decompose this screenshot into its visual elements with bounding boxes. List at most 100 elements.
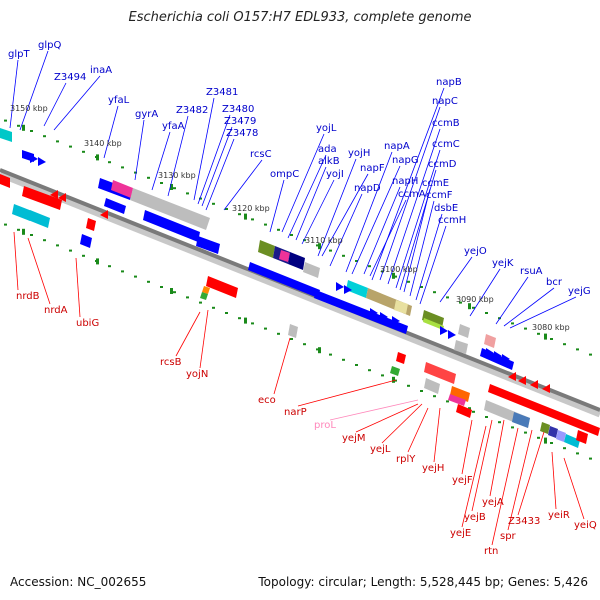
fwd-arrow[interactable] — [30, 154, 38, 163]
rev-feature[interactable] — [564, 434, 580, 448]
gene-label: inaA — [90, 65, 112, 76]
rev-feature[interactable] — [390, 366, 400, 376]
fwd-feature[interactable] — [288, 324, 298, 338]
fwd-feature[interactable] — [279, 250, 290, 262]
fwd-arrow[interactable] — [38, 157, 46, 166]
label-leader — [13, 231, 19, 291]
rev-arrow[interactable] — [100, 210, 108, 219]
rev-feature[interactable] — [540, 422, 550, 434]
label-leader — [321, 173, 369, 257]
scale-dot — [446, 400, 449, 403]
fwd-feature[interactable] — [314, 290, 408, 334]
fwd-feature[interactable] — [80, 234, 92, 248]
rev-feature[interactable] — [488, 384, 600, 436]
rev-arrow[interactable] — [530, 380, 538, 389]
fwd-arrow[interactable] — [392, 316, 400, 325]
fwd-feature[interactable] — [484, 334, 496, 348]
fwd-arrow[interactable] — [448, 330, 456, 339]
rev-arrow[interactable] — [508, 372, 516, 381]
rev-feature[interactable] — [0, 174, 10, 188]
gene-label: yejG — [568, 286, 591, 297]
scale-dot — [355, 260, 358, 262]
scale-tick — [22, 124, 25, 131]
fwd-feature[interactable] — [258, 240, 275, 258]
rev-feature[interactable] — [22, 186, 62, 210]
fwd-feature[interactable] — [143, 210, 200, 242]
label-leader — [317, 158, 357, 257]
fwd-arrow[interactable] — [336, 282, 344, 291]
scale-dot — [121, 270, 124, 273]
rev-feature[interactable] — [396, 352, 406, 364]
rev-feature[interactable] — [456, 404, 472, 418]
label-leader — [439, 256, 473, 303]
scale-tick — [468, 303, 471, 310]
fwd-arrow[interactable] — [380, 312, 388, 321]
rev-feature[interactable] — [512, 412, 530, 428]
fwd-feature[interactable] — [0, 128, 12, 142]
rev-feature[interactable] — [86, 218, 96, 231]
scale-dot — [4, 119, 7, 122]
fwd-feature[interactable] — [458, 324, 470, 338]
fwd-feature[interactable] — [346, 280, 368, 298]
scale-dot — [251, 322, 254, 325]
fwd-feature[interactable] — [422, 310, 444, 328]
fwd-arrow[interactable] — [344, 285, 352, 294]
rev-feature[interactable] — [576, 430, 588, 444]
fwd-feature[interactable] — [248, 262, 320, 298]
scale-dot — [225, 312, 228, 314]
fwd-arrow[interactable] — [486, 348, 494, 357]
rev-feature[interactable] — [450, 386, 470, 402]
rev-arrow[interactable] — [58, 193, 66, 202]
scale-dot — [290, 338, 293, 340]
scale-dot — [290, 234, 293, 236]
scale-dot — [537, 436, 540, 439]
fwd-feature[interactable] — [104, 198, 126, 214]
rev-feature[interactable] — [424, 362, 456, 384]
fwd-arrow[interactable] — [502, 354, 510, 363]
label-leader — [19, 50, 49, 131]
fwd-feature[interactable] — [288, 252, 305, 270]
label-leader — [193, 97, 215, 201]
rev-feature[interactable] — [556, 430, 566, 442]
fwd-arrow[interactable] — [440, 326, 448, 335]
scale-dot — [173, 187, 176, 190]
label-leader — [301, 179, 335, 245]
fwd-feature[interactable] — [130, 188, 210, 230]
fwd-feature[interactable] — [111, 180, 133, 198]
fwd-feature[interactable] — [423, 318, 444, 330]
rev-feature[interactable] — [12, 204, 32, 221]
rev-arrow[interactable] — [518, 376, 526, 385]
rev-feature[interactable] — [200, 292, 208, 300]
fwd-feature[interactable] — [394, 300, 408, 314]
fwd-arrow[interactable] — [494, 351, 502, 360]
label-leader — [167, 115, 189, 197]
scale-dot — [589, 353, 592, 356]
scale-dot — [355, 364, 358, 366]
fwd-feature[interactable] — [454, 340, 468, 354]
fwd-arrow[interactable] — [370, 308, 378, 317]
gene-label: glpT — [8, 49, 30, 60]
scale-dot — [459, 301, 462, 304]
scale-dot — [82, 254, 85, 257]
rev-arrow[interactable] — [542, 384, 550, 393]
scale-dot — [17, 124, 20, 127]
rev-feature[interactable] — [448, 394, 466, 406]
rev-feature[interactable] — [424, 378, 440, 394]
gene-label: narP — [284, 407, 307, 418]
tick-label: 3120 kbp — [232, 204, 270, 213]
gene-label: eco — [258, 395, 276, 406]
rev-feature[interactable] — [548, 426, 558, 438]
rev-feature[interactable] — [202, 286, 210, 294]
gene-label: yojI — [326, 169, 344, 180]
gene-label: rplY — [396, 454, 416, 465]
rev-feature[interactable] — [28, 210, 50, 228]
scale-dot — [563, 447, 566, 450]
topology-label: Topology: circular; Length: 5,528,445 bp… — [258, 575, 588, 589]
rev-feature[interactable] — [206, 276, 238, 298]
fwd-feature[interactable] — [196, 236, 220, 254]
label-leader — [563, 457, 585, 520]
label-leader — [409, 200, 435, 297]
rev-arrow[interactable] — [50, 190, 58, 199]
gene-label: Z3478 — [226, 128, 258, 139]
fwd-feature[interactable] — [303, 262, 320, 278]
